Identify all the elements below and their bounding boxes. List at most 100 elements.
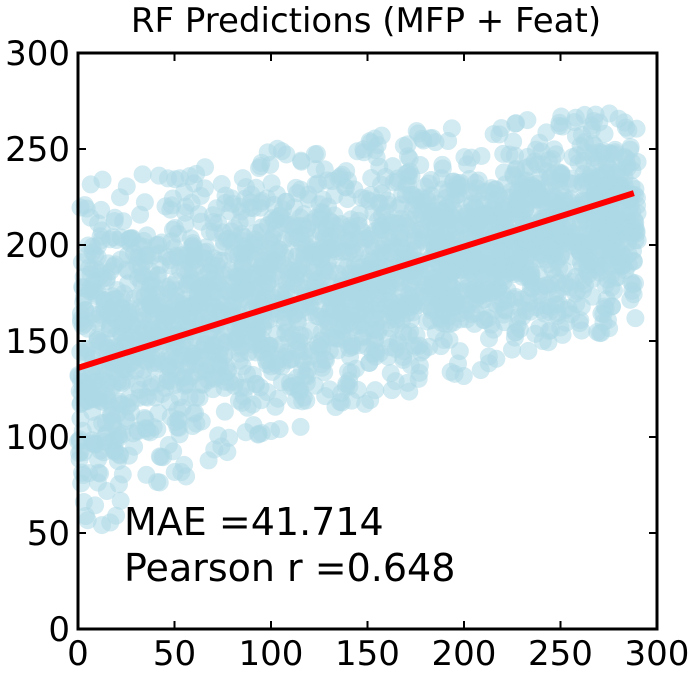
scatter-point: [294, 249, 313, 268]
scatter-point: [154, 448, 173, 467]
scatter-point: [391, 299, 410, 318]
scatter-point: [599, 158, 618, 177]
scatter-point: [296, 236, 315, 255]
scatter-point: [215, 402, 234, 421]
scatter-point: [252, 258, 271, 277]
scatter-point: [80, 258, 99, 277]
scatter-point: [553, 117, 572, 136]
scatter-point: [381, 319, 400, 338]
x-tick-label: 250: [528, 634, 593, 674]
mae-annotation: MAE =41.714: [124, 500, 384, 544]
scatter-point: [519, 341, 538, 360]
scatter-point: [554, 277, 573, 296]
scatter-point: [433, 155, 452, 174]
scatter-point: [104, 361, 123, 380]
scatter-point: [243, 395, 262, 414]
chart-title: RF Predictions (MFP + Feat): [131, 1, 601, 41]
scatter-point: [329, 169, 348, 188]
scatter-point: [367, 148, 386, 167]
scatter-point: [119, 262, 138, 281]
scatter-point: [138, 388, 157, 407]
scatter-point: [230, 344, 249, 363]
scatter-point: [125, 437, 144, 456]
scatter-point: [366, 347, 385, 366]
scatter-point: [551, 181, 570, 200]
scatter-point: [288, 184, 307, 203]
scatter-point: [469, 171, 488, 190]
scatter-point: [134, 369, 153, 388]
y-tick-label: 250: [5, 130, 70, 170]
scatter-point: [458, 155, 477, 174]
scatter-point: [506, 114, 525, 133]
scatter-point: [301, 269, 320, 288]
y-tick-label: 50: [27, 514, 70, 554]
scatter-point: [361, 133, 380, 152]
x-tick-label: 100: [239, 634, 304, 674]
scatter-point: [549, 224, 568, 243]
scatter-point: [416, 261, 435, 280]
scatter-point: [500, 145, 519, 164]
scatter-point: [191, 186, 210, 205]
scatter-point: [465, 314, 484, 333]
scatter-point: [550, 258, 569, 277]
scatter-point: [521, 157, 540, 176]
scatter-point: [135, 408, 154, 427]
scatter-point: [99, 254, 118, 273]
scatter-point: [218, 282, 237, 301]
scatter-point: [393, 239, 412, 258]
scatter-point: [439, 132, 458, 151]
scatter-point: [600, 257, 619, 276]
scatter-point: [475, 195, 494, 214]
scatter-point: [547, 145, 566, 164]
scatter-point: [604, 281, 623, 300]
scatter-point: [356, 294, 375, 313]
scatter-point: [100, 319, 119, 338]
scatter-point: [297, 220, 316, 239]
scatter-points: [69, 104, 647, 535]
scatter-point: [422, 203, 441, 222]
x-tick-label: 150: [335, 634, 400, 674]
scatter-point: [628, 231, 647, 250]
scatter-point: [131, 205, 150, 224]
scatter-point: [273, 200, 292, 219]
scatter-point: [212, 175, 231, 194]
scatter-point: [319, 319, 338, 338]
scatter-point: [161, 200, 180, 219]
scatter-point: [527, 190, 546, 209]
scatter-point: [337, 374, 356, 393]
scatter-point: [186, 309, 205, 328]
scatter-point: [518, 265, 537, 284]
scatter-point: [276, 323, 295, 342]
scatter-point: [366, 381, 385, 400]
scatter-point: [320, 227, 339, 246]
scatter-point: [401, 356, 420, 375]
scatter-point: [375, 246, 394, 265]
scatter-point: [214, 232, 233, 251]
scatter-point: [338, 305, 357, 324]
scatter-point: [264, 288, 283, 307]
scatter-point: [115, 314, 134, 333]
scatter-point: [105, 208, 124, 227]
scatter-point: [249, 425, 268, 444]
scatter-point: [121, 234, 140, 253]
axes: 0 50 100 150 200 250 300 0 50 100 150 200 250 300: [5, 34, 689, 674]
scatter-point: [504, 165, 523, 184]
scatter-point: [283, 215, 302, 234]
scatter-point: [269, 240, 288, 259]
scatter-point: [378, 276, 397, 295]
scatter-point: [527, 229, 546, 248]
scatter-point: [176, 215, 195, 234]
scatter-point: [192, 412, 211, 431]
scatter-point: [151, 293, 170, 312]
scatter-point: [491, 243, 510, 262]
scatter-point: [601, 226, 620, 245]
scatter-point: [599, 240, 618, 259]
scatter-point: [123, 328, 142, 347]
scatter-point: [83, 237, 102, 256]
scatter-point: [439, 288, 458, 307]
annotations: MAE =41.714 Pearson r =0.648: [124, 500, 455, 590]
scatter-point: [492, 119, 511, 138]
scatter-point: [471, 361, 490, 380]
scatter-point: [266, 397, 285, 416]
